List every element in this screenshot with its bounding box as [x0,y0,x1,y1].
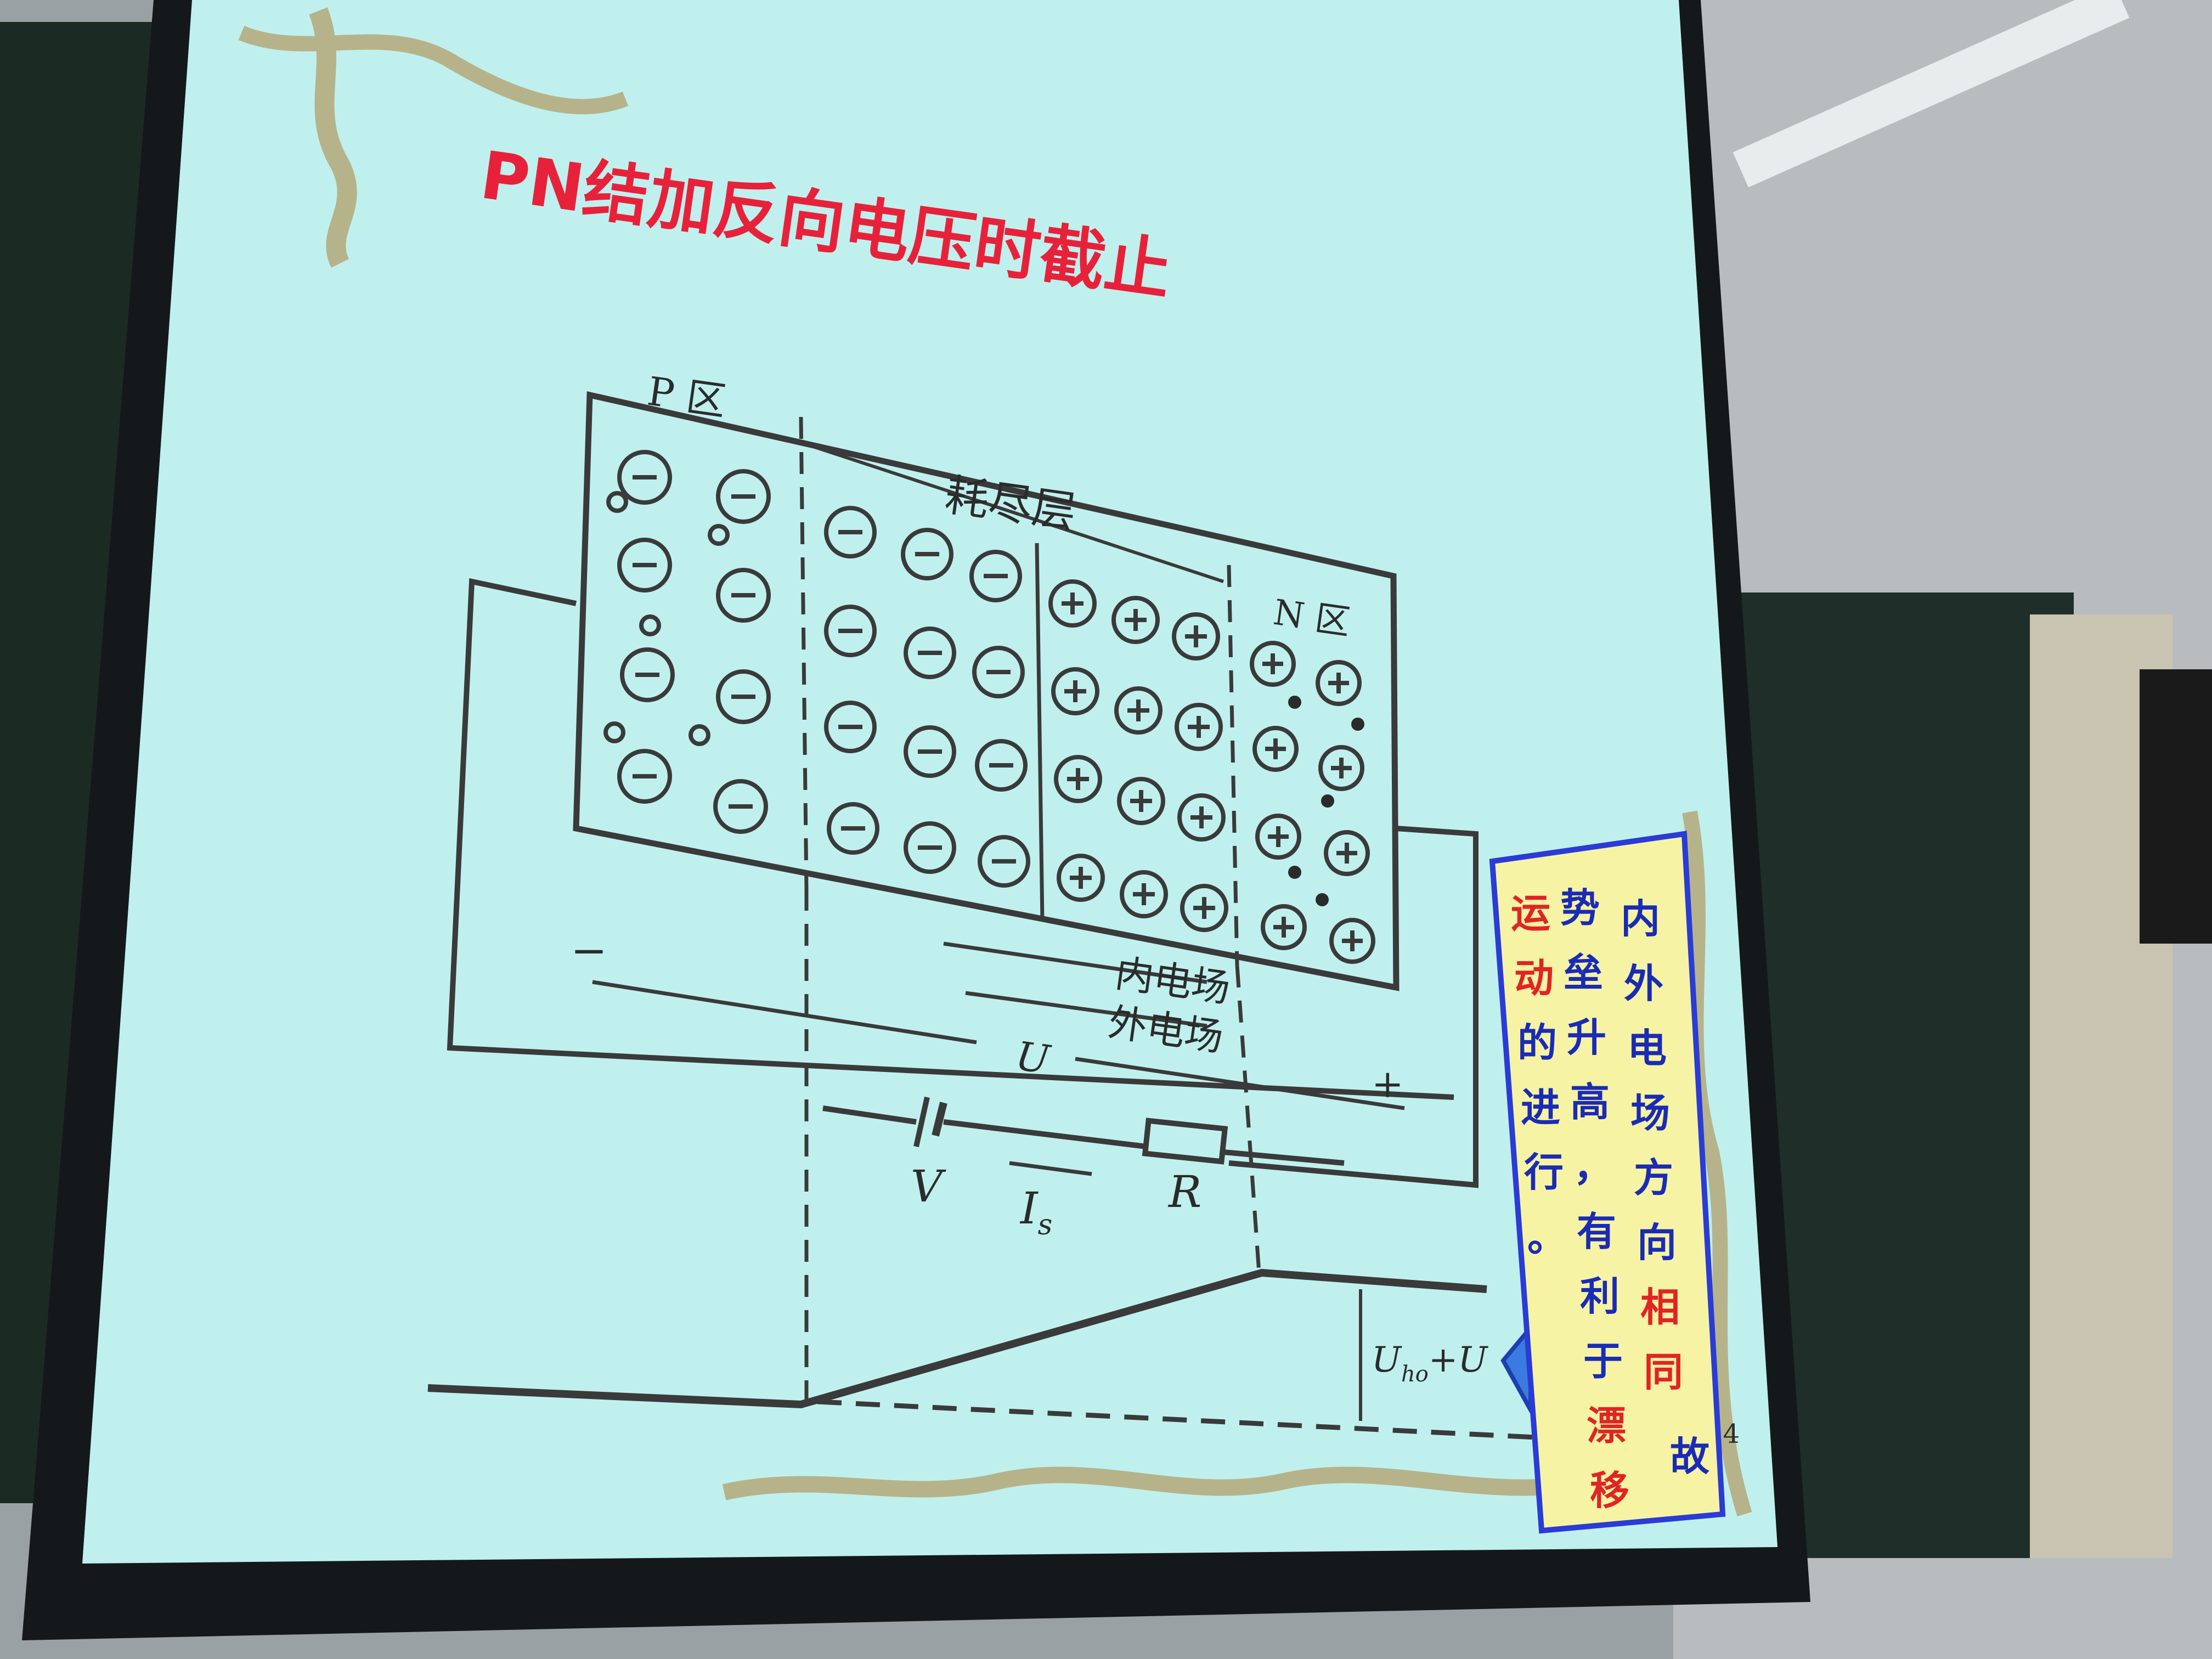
voltage-arrow-right [1075,1057,1405,1110]
note-char: 运 [1511,890,1550,936]
note-char: 向 [1637,1220,1677,1266]
note-char: 利 [1580,1273,1620,1319]
battery-plate-short [932,1102,947,1137]
note-char: 的 [1517,1020,1557,1066]
ceiling-light [1733,0,2130,188]
decor-vine-horizontal [238,26,629,115]
plus-sign: + [1372,1062,1404,1107]
left-circuit-wire [447,578,1454,1100]
dashed-vertical-right [1235,965,1261,1273]
note-char: 漂 [1587,1403,1626,1449]
note-char: 电 [1627,1025,1667,1071]
note-char: 方 [1634,1155,1673,1201]
speaker [2140,669,2212,944]
depletion-left-boundary [799,416,809,889]
right-circuit-wire [1228,826,1479,1188]
note-char: 势 [1560,885,1600,931]
depletion-negative-ions [824,506,1030,888]
negative-ion [713,779,768,834]
negative-ion [617,450,672,505]
note-char: 内 [1621,896,1660,942]
negative-ion [617,538,672,592]
note-char: 高 [1570,1079,1610,1125]
semiconductor-block [573,391,1400,991]
decor-vine-bottom [722,1466,1593,1500]
voltage-u-label: U [1013,1032,1053,1083]
negative-ion [620,647,675,702]
note-char: 同 [1644,1349,1683,1395]
wire-resistor-right [1223,1149,1345,1166]
pn-junction-diagram [427,391,1537,1440]
inner-field-arrow [943,941,1207,984]
note-char: 故 [1670,1434,1709,1480]
negative-ion [716,568,771,623]
wire-battery-resistor [943,1119,1147,1149]
resistor-r-label: R [1167,1166,1201,1217]
junction-line [1035,543,1045,922]
explanation-note-box [1489,831,1726,1534]
note-char: 行 [1524,1149,1564,1195]
outer-field-arrow [965,991,1207,1028]
p-region-label: P 区 [645,368,729,425]
decor-vine-right [1682,810,1752,1517]
note-char: 外 [1624,961,1663,1007]
negative-ion [716,669,771,724]
p-region-negative-ions [603,450,771,834]
battery-v-label: V [911,1161,946,1212]
note-char: 相 [1640,1284,1680,1330]
battery-plate-long [913,1096,930,1148]
current-arrow [1009,1161,1092,1176]
negative-ion [716,469,771,524]
depletion-span-arrow [806,443,1224,583]
note-char: 动 [1514,955,1554,1001]
minus-sign: − [571,925,607,976]
note-char: 升 [1567,1014,1606,1060]
n-region-positive-ions [1250,641,1375,964]
wire-to-battery [822,1105,917,1125]
note-char: 垒 [1564,950,1603,996]
decor-vine-vertical [309,7,357,268]
note-char: 场 [1630,1090,1670,1136]
note-char: 有 [1577,1209,1616,1255]
energy-reference-dashed [817,1399,1537,1440]
depletion-right-boundary [1227,565,1239,966]
note-char: 移 [1590,1468,1629,1514]
note-char: 于 [1583,1338,1623,1384]
negative-ion [617,749,672,804]
current-is-label: Is [1019,1183,1052,1242]
note-char: 进 [1521,1085,1560,1131]
energy-band-line [427,1268,1487,1409]
n-region-electrons [1288,696,1364,906]
voltage-arrow-left [592,980,977,1045]
resistor [1142,1118,1228,1165]
barrier-height-label: Uho+U [1372,1340,1488,1387]
note-char: 。 [1527,1214,1567,1260]
note-char: ， [1573,1144,1613,1190]
depletion-positive-ions [1048,579,1228,932]
